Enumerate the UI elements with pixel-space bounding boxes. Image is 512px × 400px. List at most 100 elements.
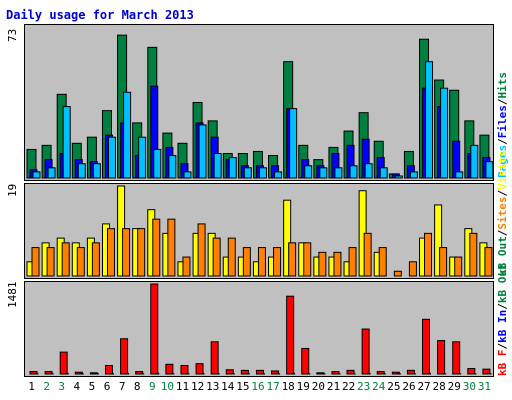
bar-kb-f (301, 347, 310, 375)
x-tick-label: 26 (402, 380, 416, 393)
bar-kb-f (104, 364, 113, 375)
bar-pages (153, 148, 162, 179)
bar-sites (469, 232, 478, 277)
bar-pages (62, 106, 71, 179)
legend-hits: Hits (496, 72, 509, 99)
x-tick-label: 17 (266, 380, 280, 393)
bar-kb-f (467, 368, 476, 375)
x-tick-label: 25 (387, 380, 401, 393)
x-tick-label: 28 (432, 380, 446, 393)
x-tick-label: 27 (417, 380, 431, 393)
legend-sep: / (496, 189, 509, 197)
bar-kb-f (120, 338, 129, 375)
bar-pages (425, 61, 434, 179)
bar-kb-f (437, 340, 446, 375)
bar-kb-f (361, 328, 370, 375)
bar-pages (485, 161, 493, 179)
bar-kb-in (64, 372, 69, 375)
bar-pages (334, 167, 343, 179)
bar-sites (484, 247, 493, 277)
legend-bot: kB F/kB In/kB Out (496, 263, 509, 376)
bar-kb-f (225, 369, 234, 375)
bar-sites (152, 218, 161, 277)
bar-pages (394, 175, 403, 179)
bar-pages (289, 108, 298, 179)
bar-sites (31, 247, 40, 277)
bar-sites (137, 228, 146, 277)
bar-kb-f (135, 371, 144, 375)
bar-sites (378, 247, 387, 277)
visits-sites-plot (26, 185, 493, 277)
bar-pages (92, 163, 101, 179)
kbytes-plot (29, 283, 492, 375)
x-tick-label: 13 (206, 380, 220, 393)
bar-pages (138, 136, 147, 179)
x-tick-label: 1 (28, 380, 35, 393)
x-tick-label: 18 (281, 380, 295, 393)
bar-kb-f (482, 368, 491, 375)
x-tick-label: 3 (58, 380, 66, 393)
bar-pages (168, 155, 177, 179)
bar-kb-f (391, 371, 400, 375)
x-tick-label: 10 (160, 380, 175, 393)
bar-pages (455, 171, 464, 179)
bar-sites (363, 232, 372, 277)
bar-kb-f (44, 371, 53, 375)
legend-sep: / (496, 98, 509, 106)
bar-kb-f (29, 371, 38, 375)
x-tick-label: 8 (133, 380, 141, 393)
x-tick-label: 30 (462, 380, 476, 393)
bar-kb-f (406, 369, 415, 375)
x-tick-label: 11 (175, 380, 190, 393)
legend-kb-out: kB Out (496, 263, 509, 304)
x-tick-label: 4 (73, 380, 81, 393)
bar-sites (76, 247, 85, 277)
bar-kb-f (422, 318, 431, 375)
hits-files-pages-plot (26, 34, 493, 179)
bar-sites (257, 247, 266, 277)
legend-sep: / (496, 303, 509, 310)
bar-kb-f (240, 369, 249, 375)
legend-sep: / (496, 138, 509, 145)
x-tick-label: 6 (103, 380, 111, 393)
legend-files: Files (496, 105, 509, 139)
x-tick-label: 29 (447, 380, 461, 393)
bar-sites (303, 242, 312, 277)
bar-pages (228, 157, 237, 179)
bar-sites (122, 228, 131, 277)
bar-kb-f (210, 341, 219, 375)
bar-pages (183, 171, 192, 179)
bar-kb-in (427, 372, 432, 375)
x-tick-label: 12 (190, 380, 205, 393)
bar-pages (274, 171, 283, 179)
legend-sites: Sites (496, 196, 509, 230)
bar-kb-f (180, 364, 189, 375)
bar-pages (258, 167, 267, 179)
bar-pages (77, 163, 86, 179)
bar-sites (46, 247, 55, 277)
bar-pages (409, 171, 418, 179)
bar-visits (283, 199, 292, 277)
x-tick-label: 20 (311, 380, 325, 393)
ymax-label-bot: 1481 (6, 281, 19, 309)
legend-visits: Visits (496, 150, 509, 190)
bar-kb-f (74, 371, 83, 375)
bar-sites (408, 261, 417, 277)
legend-mid: kB Out/Sites/Visits (496, 150, 509, 276)
bar-pages (123, 91, 132, 179)
bar-sites (288, 242, 297, 277)
x-tick-label: 21 (326, 380, 341, 393)
x-tick-label: 15 (236, 380, 250, 393)
x-tick-label: 19 (296, 380, 310, 393)
bar-sites (393, 270, 402, 277)
bar-sites (61, 242, 70, 277)
bar-pages (440, 87, 449, 179)
visits-sites-panel (24, 183, 494, 279)
x-tick-label: 7 (118, 380, 126, 393)
bar-sites (212, 237, 221, 277)
bar-kb-in (125, 372, 130, 375)
bar-sites (182, 256, 191, 277)
bar-pages (198, 124, 207, 179)
bar-kb-in (155, 372, 160, 375)
